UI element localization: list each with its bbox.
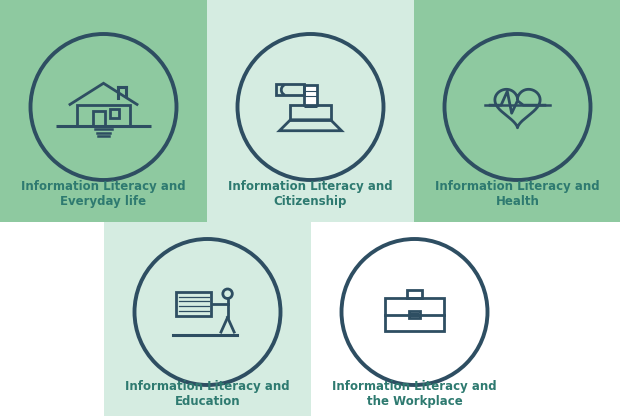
Text: Information Literacy and
Everyday life: Information Literacy and Everyday life: [21, 180, 186, 208]
Text: Information Literacy and
the Workplace: Information Literacy and the Workplace: [332, 380, 497, 408]
Bar: [311, 222, 518, 416]
Circle shape: [445, 34, 590, 180]
Text: Information Literacy and
Citizenship: Information Literacy and Citizenship: [228, 180, 393, 208]
Bar: [207, 0, 414, 222]
Bar: [414, 0, 620, 222]
Circle shape: [237, 34, 384, 180]
Polygon shape: [304, 85, 317, 105]
Text: Information Literacy and
Health: Information Literacy and Health: [435, 180, 600, 208]
Text: Information Literacy and
Education: Information Literacy and Education: [125, 380, 290, 408]
Circle shape: [135, 239, 280, 385]
Bar: [0, 0, 207, 222]
Bar: [104, 222, 311, 416]
Circle shape: [30, 34, 177, 180]
Circle shape: [342, 239, 487, 385]
